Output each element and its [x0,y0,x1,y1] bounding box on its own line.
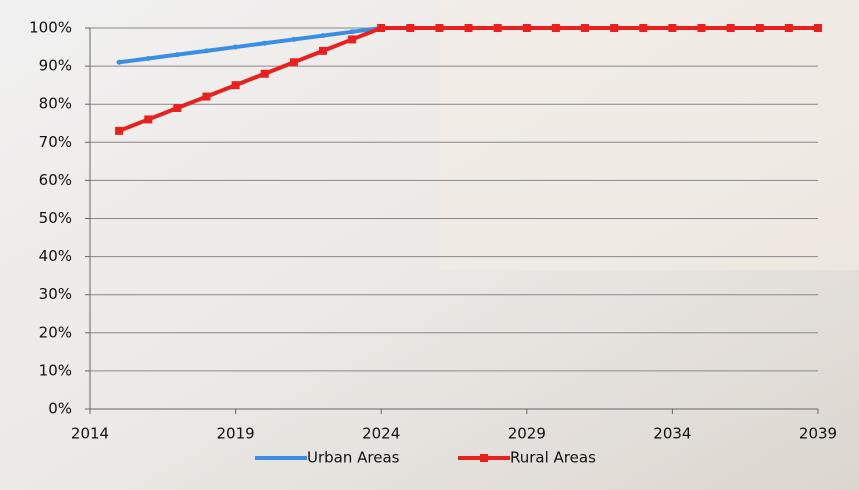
point [493,24,502,32]
point [203,48,209,54]
point [755,24,764,32]
point [522,24,531,32]
point [581,24,590,32]
point [231,81,240,90]
point [697,24,706,32]
point [435,24,444,32]
y-tick-label: 60% [39,171,72,189]
y-tick-label: 30% [39,285,72,303]
point [174,52,180,58]
point [377,24,386,32]
y-tick-label: 90% [39,57,72,75]
point [233,44,239,50]
point [784,24,793,32]
y-tick-label: 50% [39,209,72,227]
point [260,69,269,78]
background-panel [440,0,859,270]
legend-label: Rural Areas [510,449,596,467]
point [116,59,122,65]
point [610,24,619,32]
x-tick-label: 2019 [217,425,255,443]
point [318,46,327,55]
legend-label: Urban Areas [307,449,400,467]
point [145,55,151,61]
y-tick-label: 100% [29,19,72,37]
y-tick-label: 70% [39,133,72,151]
x-tick-label: 2034 [653,425,691,443]
y-tick-label: 0% [48,400,72,418]
point [115,126,124,135]
point [349,29,355,35]
point [262,40,268,46]
point [291,36,297,42]
point [348,35,357,44]
point [726,24,735,32]
point [464,24,473,32]
x-tick-label: 2029 [508,425,546,443]
x-tick-label: 2014 [71,425,109,443]
point [406,24,415,32]
y-tick-label: 20% [39,323,72,341]
y-tick-label: 10% [39,361,72,379]
legend-marker [480,454,488,462]
point [144,115,153,124]
point [668,24,677,32]
y-tick-label: 80% [39,95,72,113]
x-tick-label: 2024 [362,425,400,443]
point [289,58,298,67]
point [320,33,326,39]
y-tick-label: 40% [39,247,72,265]
point [173,104,182,113]
point [639,24,648,32]
point [814,24,822,32]
point [202,92,211,101]
point [551,24,560,32]
x-tick-label: 2039 [799,425,837,443]
